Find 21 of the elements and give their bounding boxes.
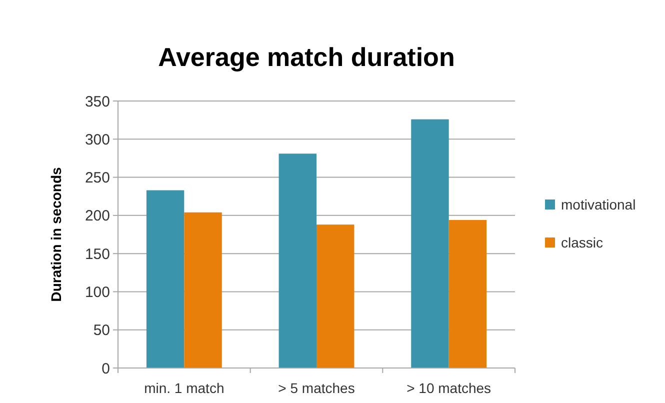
bar <box>411 119 449 368</box>
x-tick-label: min. 1 match <box>144 380 224 396</box>
bar <box>184 212 222 368</box>
legend-label: motivational <box>561 196 636 212</box>
chart-title: Average match duration <box>158 42 455 72</box>
y-tick-label: 200 <box>84 208 110 225</box>
y-tick-label: 100 <box>84 284 110 301</box>
y-tick-label: 300 <box>84 131 110 148</box>
y-tick-label: 50 <box>93 322 110 340</box>
bar <box>448 220 487 368</box>
x-tick-label: > 10 matches <box>406 380 492 396</box>
y-tick-label: 0 <box>102 360 110 378</box>
y-axis-title: Duration in seconds <box>48 167 64 302</box>
y-tick-label: 150 <box>84 246 110 263</box>
bar <box>146 190 184 368</box>
y-tick-label: 250 <box>84 170 110 187</box>
bar <box>278 154 316 368</box>
bar <box>316 224 354 368</box>
x-tick-label: > 5 matches <box>278 380 355 396</box>
y-tick-label: 350 <box>84 93 110 110</box>
legend-label: classic <box>561 234 604 250</box>
